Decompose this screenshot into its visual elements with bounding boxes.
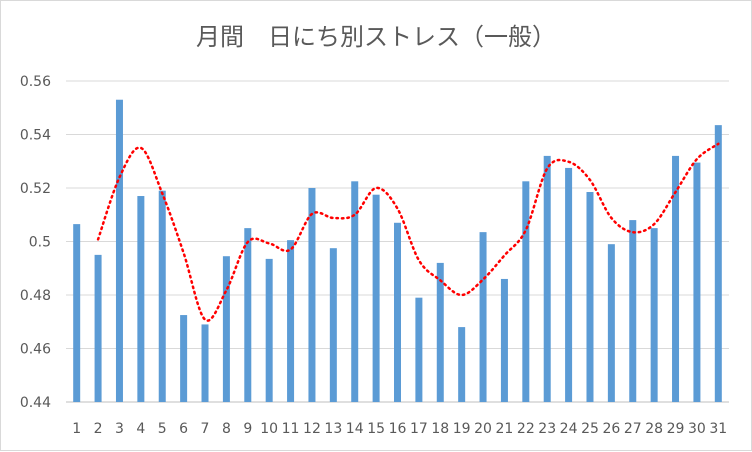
bar: [565, 167, 573, 402]
x-tick-label: 28: [645, 421, 663, 437]
trend-line: [96, 142, 720, 322]
y-tick-label: 0.46: [20, 342, 51, 358]
x-tick-label: 17: [410, 421, 428, 437]
bar: [329, 248, 337, 402]
x-tick-label: 27: [624, 421, 642, 437]
y-tick-label: 0.54: [20, 128, 51, 144]
bar: [479, 232, 487, 402]
x-tick-label: 6: [179, 421, 188, 437]
bar: [672, 155, 680, 402]
bar: [714, 125, 722, 402]
bar: [500, 278, 508, 402]
bar: [415, 297, 423, 402]
x-axis-ticks: 1 2 3 4 5 6 7 8 9 10 11 12 13 14 15 16 17 18 19 20 21 22 23 24 2…: [72, 421, 727, 437]
x-tick-label: 11: [282, 421, 300, 437]
y-tick-label: 0.56: [20, 74, 51, 90]
x-tick-label: 26: [602, 421, 620, 437]
x-tick-label: 16: [389, 421, 407, 437]
x-tick-label: 9: [243, 421, 252, 437]
x-tick-label: 22: [517, 421, 535, 437]
bar: [351, 181, 359, 402]
bar: [629, 220, 637, 402]
x-tick-label: 14: [346, 421, 364, 437]
bar: [394, 222, 401, 402]
bar: [73, 224, 81, 402]
bar: [308, 188, 316, 402]
y-tick-label: 0.52: [20, 181, 51, 197]
x-tick-label: 3: [115, 421, 124, 437]
x-tick-label: 19: [453, 421, 471, 437]
bar: [458, 327, 466, 402]
trend-line-series: [96, 142, 720, 322]
x-tick-label: 13: [324, 421, 342, 437]
bar: [522, 181, 530, 402]
y-tick-label: 0.5: [29, 235, 51, 251]
bar: [650, 228, 658, 402]
y-tick-label: 0.44: [20, 395, 51, 411]
bar: [287, 240, 295, 402]
x-tick-label: 10: [260, 421, 278, 437]
x-tick-label: 1: [72, 421, 81, 437]
bar: [436, 262, 444, 402]
x-tick-label: 5: [158, 421, 167, 437]
x-tick-label: 15: [367, 421, 385, 437]
x-tick-label: 18: [431, 421, 449, 437]
bar-series: [73, 99, 722, 402]
x-tick-label: 23: [538, 421, 556, 437]
bar: [244, 228, 252, 402]
bar: [265, 258, 273, 402]
x-tick-label: 2: [94, 421, 103, 437]
y-axis-ticks: 0.44 0.46 0.48 0.5 0.52 0.54 0.56: [20, 74, 51, 411]
bar: [543, 155, 551, 402]
x-tick-label: 24: [560, 421, 578, 437]
bar: [586, 192, 594, 402]
x-tick-label: 12: [303, 421, 321, 437]
x-tick-label: 31: [709, 421, 727, 437]
x-tick-label: 25: [581, 421, 599, 437]
bar: [372, 194, 380, 402]
bar: [222, 256, 230, 402]
chart-title: 月間 日にち別ストレス（一般）: [196, 23, 556, 51]
bar: [158, 190, 166, 402]
bar: [201, 324, 209, 402]
x-tick-label: 29: [667, 421, 685, 437]
bar: [115, 99, 123, 402]
x-tick-label: 30: [688, 421, 706, 437]
x-tick-label: 21: [496, 421, 514, 437]
x-tick-label: 8: [222, 421, 231, 437]
y-tick-label: 0.48: [20, 288, 51, 304]
bar: [94, 254, 102, 402]
bar: [693, 162, 701, 402]
x-tick-label: 7: [201, 421, 210, 437]
bar: [137, 196, 145, 402]
x-tick-label: 4: [136, 421, 145, 437]
x-tick-label: 20: [474, 421, 492, 437]
bar: [607, 244, 615, 402]
bar: [180, 315, 188, 402]
